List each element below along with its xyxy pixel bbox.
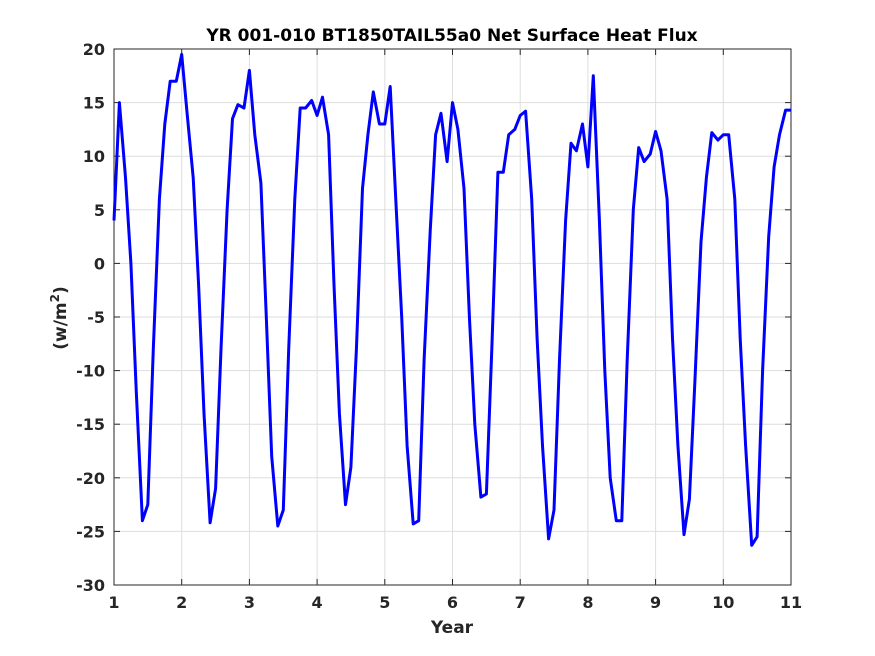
x-tick-label: 9 — [650, 593, 661, 612]
y-tick-label: 10 — [83, 147, 105, 166]
y-tick-label: -25 — [76, 522, 105, 541]
axis-ticks — [113, 48, 792, 586]
y-axis-title-superscript: 2 — [48, 294, 62, 302]
y-axis-title: (w/m2) — [48, 286, 71, 350]
y-axis-title-suffix: ) — [51, 286, 71, 294]
y-tick-label: -5 — [87, 308, 105, 327]
y-tick-label: 15 — [83, 94, 105, 113]
y-tick-labels: -30 -25 -20 -15 -10 -5 0 5 10 15 20 — [76, 40, 105, 595]
y-tick-label: -10 — [76, 362, 105, 381]
y-tick-label: 5 — [94, 201, 105, 220]
y-tick-label: -20 — [76, 469, 105, 488]
x-tick-label: 4 — [312, 593, 323, 612]
x-tick-label: 7 — [515, 593, 526, 612]
x-tick-label: 11 — [780, 593, 802, 612]
chart-title: YR 001-010 BT1850TAIL55a0 Net Surface He… — [205, 26, 697, 46]
x-tick-labels: 1 2 3 4 5 6 7 8 9 10 11 — [108, 593, 802, 612]
y-tick-label: -15 — [76, 415, 105, 434]
x-tick-label: 1 — [108, 593, 119, 612]
series-line-0 — [112, 52, 791, 547]
y-axis-title-base: (w/m — [51, 302, 71, 349]
x-tick-label: 10 — [712, 593, 734, 612]
y-tick-label: 20 — [83, 40, 105, 59]
x-tick-label: 6 — [447, 593, 458, 612]
x-tick-label: 2 — [176, 593, 187, 612]
series-layer — [112, 52, 791, 547]
x-tick-label: 8 — [582, 593, 593, 612]
x-tick-label: 5 — [379, 593, 390, 612]
x-tick-label: 3 — [244, 593, 255, 612]
y-tick-label: -30 — [76, 576, 105, 595]
x-axis-title: Year — [430, 618, 474, 638]
y-tick-label: 0 — [94, 254, 105, 273]
